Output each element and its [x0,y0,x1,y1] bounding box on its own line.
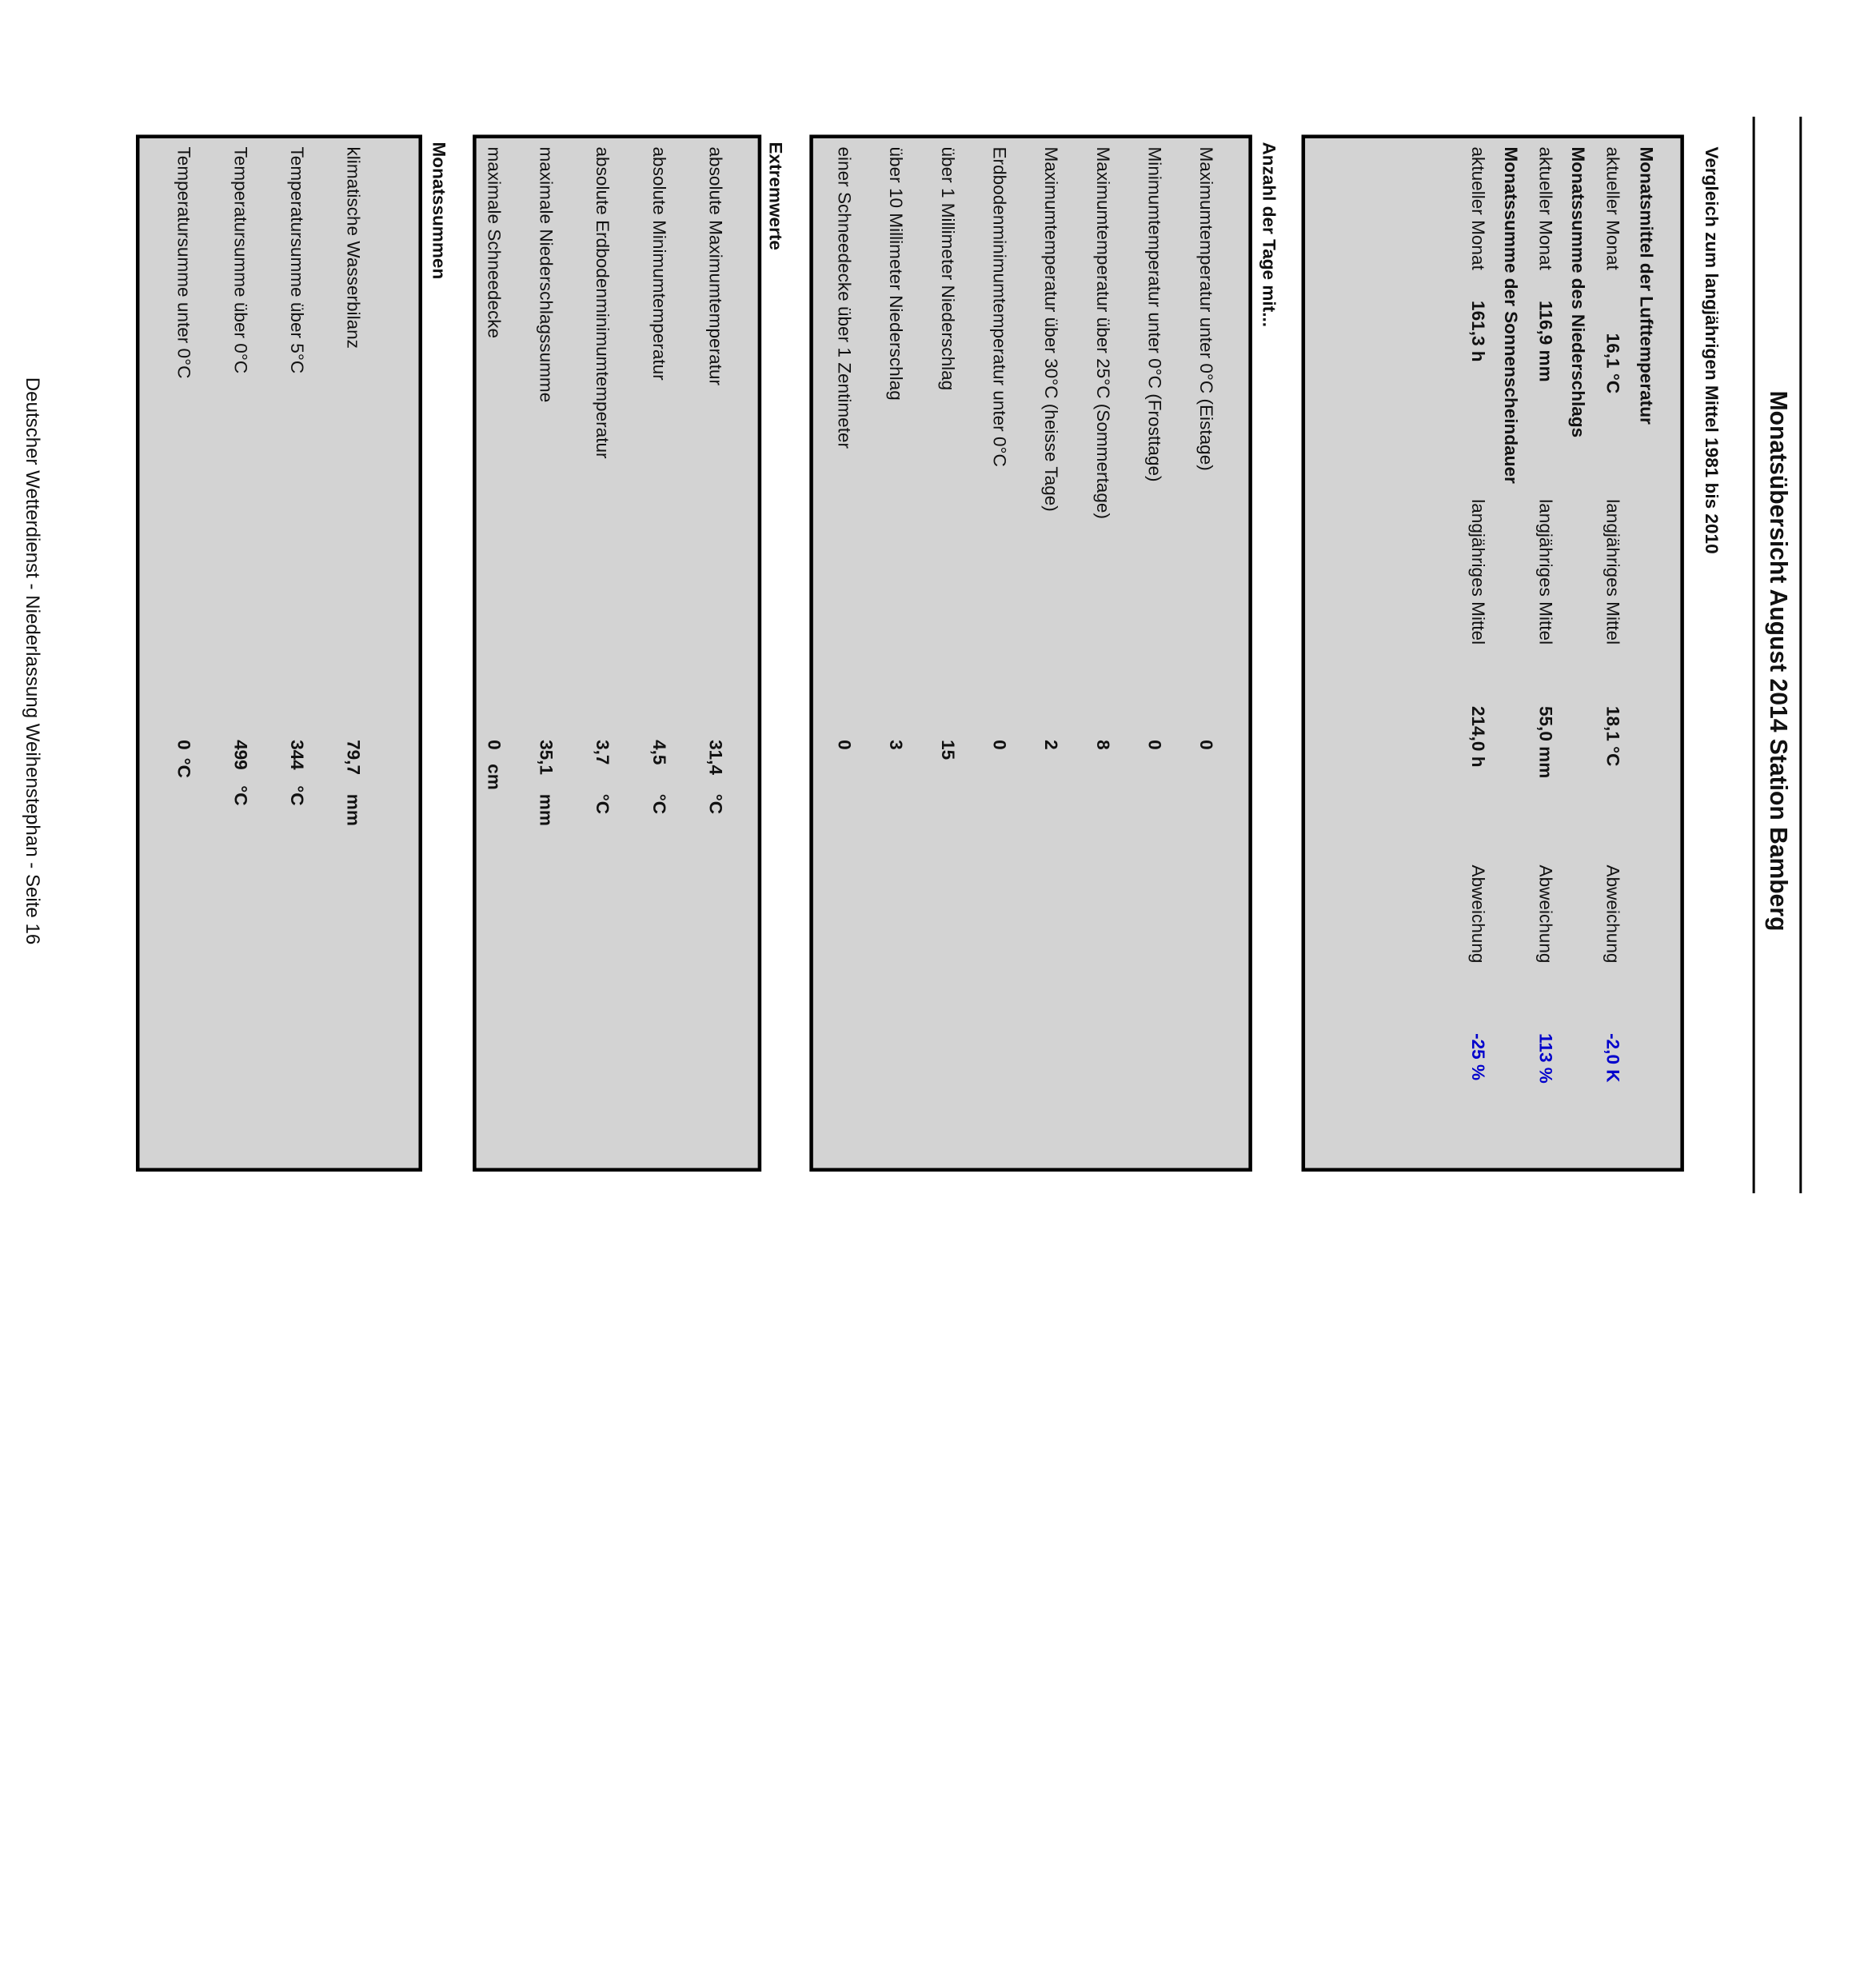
summen-row-value: 344 [285,740,307,770]
title-rule-bottom [1752,116,1755,1194]
summen-row-unit: mm [342,793,364,826]
temp-mean-label: langjähriges Mittel [1602,499,1623,645]
vergleich-heading: Vergleich zum langjährigen Mittel 1981 b… [1700,146,1722,554]
sun-current-value: 161,3 h [1467,301,1488,362]
tage-row-value: 3 [885,740,906,750]
tage-row-value: 0 [988,740,1010,750]
tage-box: Maximumtemperatur unter 0°C (Eistage) 0 … [809,134,1252,1172]
extrem-row-unit: mm [535,793,556,826]
extrem-row-unit: °C [592,793,613,815]
tage-row-label: einer Schneedecke über 1 Zentimeter [833,146,854,449]
extrem-row-label: absolute Maximumtemperatur [704,146,726,385]
temp-current-value: 16,1 °C [1602,333,1623,394]
extrem-row-unit: °C [648,793,669,815]
tage-row-value: 15 [936,740,958,760]
monatssummen-box: klimatische Wasserbilanz 79,7 mm Tempera… [135,134,422,1172]
extrem-row-label: absolute Minimumtemperatur [648,146,669,381]
extrem-row-unit: cm [483,764,505,790]
extrem-row-label: maximale Niederschlagssumme [535,146,556,403]
extrem-row-value: 35,1 [535,740,556,776]
sun-current-label: aktueller Monat [1467,146,1488,270]
extrem-row-value: 0 [483,740,505,750]
summen-row-value: 79,7 [342,740,364,776]
tage-row-label: über 10 Millimeter Niederschlag [885,146,906,401]
tage-row-label: über 1 Millimeter Niederschlag [936,146,958,391]
summen-row-unit: °C [173,757,194,778]
precip-current-value: 116,9 mm [1535,301,1555,382]
sun-heading: Monatssumme der Sonnenscheindauer [1499,146,1521,484]
extremwerte-heading: Extremwerte [764,142,786,250]
vergleich-box: Monatsmittel der Lufttemperatur aktuelle… [1301,134,1684,1172]
precip-mean-value: 55,0 mm [1535,705,1555,779]
summen-row-value: 499 [230,740,250,770]
extrem-row-value: 4,5 [648,740,669,765]
tage-row-label: Maximumtemperatur über 30°C (heisse Tage… [1040,146,1061,512]
temp-dev-label: Abweichung [1602,864,1623,964]
extrem-row-value: 3,7 [592,740,613,765]
rotated-page: Monatsübersicht August 2014 Station Bamb… [22,116,1802,1194]
tage-row-value: 0 [833,740,854,750]
extrem-row-label: absolute Erdbodenminimumtemperatur [592,146,613,459]
summen-row-label: Temperatursumme unter 0°C [173,146,194,379]
extrem-row-value: 31,4 [704,740,726,776]
temp-heading: Monatsmittel der Lufttemperatur [1635,146,1657,425]
tage-row-label: Maximumtemperatur über 25°C (Sommertage) [1092,146,1113,519]
sun-mean-label: langjähriges Mittel [1467,499,1488,645]
summen-row-label: Temperatursumme über 5°C [285,146,307,374]
temp-mean-value: 18,1 °C [1602,705,1623,767]
extrem-row-label: maximale Schneedecke [483,146,505,339]
temp-dev-value: -2,0 K [1602,1033,1623,1083]
summen-row-unit: °C [230,785,250,806]
tage-row-label: Minimumtemperatur unter 0°C (Frosttage) [1144,146,1165,482]
summen-row-unit: °C [285,785,307,806]
summen-row-label: Temperatursumme über 0°C [230,146,250,374]
tage-heading: Anzahl der Tage mit... [1258,142,1279,328]
precip-dev-label: Abweichung [1535,864,1555,964]
precip-heading: Monatssumme des Niederschlags [1567,146,1588,438]
page-footer: Deutscher Wetterdienst - Niederlassung W… [22,377,42,945]
precip-current-label: aktueller Monat [1535,146,1555,270]
tage-row-value: 2 [1040,740,1061,750]
tage-row-value: 8 [1092,740,1113,750]
temp-current-label: aktueller Monat [1602,146,1623,270]
page-title: Monatsübersicht August 2014 Station Bamb… [1764,390,1791,932]
title-rule-top [1799,116,1802,1194]
tage-row-value: 0 [1144,740,1165,750]
extremwerte-box: absolute Maximumtemperatur 31,4 °C absol… [473,134,762,1172]
summen-row-label: klimatische Wasserbilanz [342,146,364,349]
tage-row-label: Maximumtemperatur unter 0°C (Eistage) [1195,146,1216,471]
summen-row-value: 0 [173,740,194,750]
monatssummen-heading: Monatssummen [428,142,449,280]
precip-dev-value: 113 % [1535,1033,1555,1084]
precip-mean-label: langjähriges Mittel [1535,499,1555,645]
extrem-row-unit: °C [704,793,726,815]
sun-dev-label: Abweichung [1467,864,1488,964]
sun-dev-value: -25 % [1467,1033,1488,1081]
sun-mean-value: 214,0 h [1467,705,1488,768]
tage-row-value: 0 [1195,740,1216,750]
tage-row-label: Erdbodenminimumtemperatur unter 0°C [988,146,1010,467]
